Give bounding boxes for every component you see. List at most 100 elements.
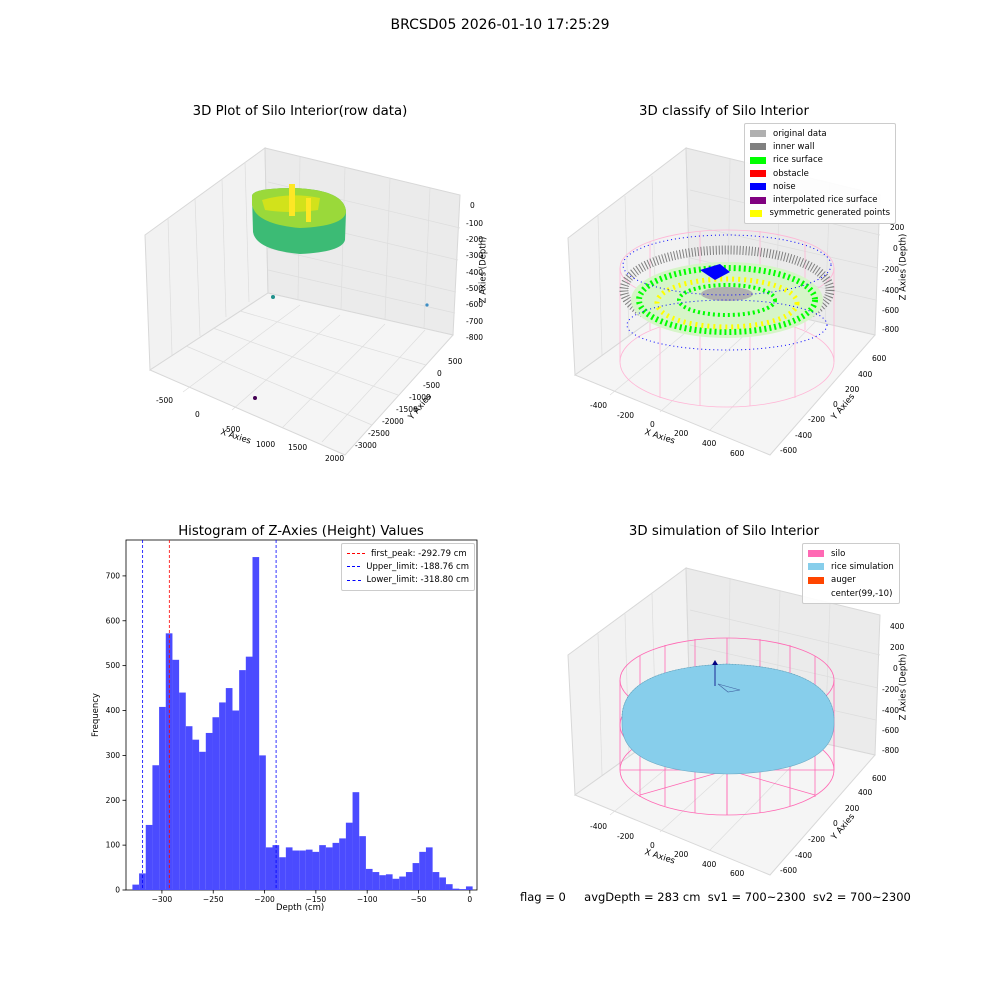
raw-xtick: 2000 bbox=[325, 454, 345, 463]
legend-item: rice surface bbox=[750, 154, 890, 167]
classify-xtick: 400 bbox=[702, 439, 717, 448]
raw-ztick: -600 bbox=[466, 300, 484, 309]
x-tick-label: −100 bbox=[357, 895, 378, 904]
histogram-bar bbox=[419, 851, 426, 890]
legend-label: obstacle bbox=[773, 168, 809, 179]
legend-label: interpolated rice surface bbox=[773, 195, 878, 206]
y-tick-label: 300 bbox=[106, 751, 121, 760]
raw-xtick: 1500 bbox=[288, 443, 308, 452]
simulation-floor-pane bbox=[573, 712, 876, 876]
legend-label: auger bbox=[831, 575, 856, 586]
simulation-zlabel: Z Axies (Depth) bbox=[898, 653, 909, 721]
raw-ytick: -3000 bbox=[355, 441, 377, 450]
simulation-rice-surface bbox=[621, 663, 835, 775]
simulation-xlabel: X Axies bbox=[643, 847, 677, 867]
raw-ytick: -1000 bbox=[409, 393, 431, 402]
raw-xtick: 0 bbox=[195, 410, 200, 419]
histogram-bar bbox=[445, 884, 453, 890]
histogram-bar bbox=[159, 706, 166, 890]
avg-depth-text: avgDepth = 283 cm bbox=[584, 890, 701, 904]
y-tick-label: 500 bbox=[106, 661, 121, 670]
legend-swatch bbox=[750, 143, 766, 151]
legend-label: rice surface bbox=[773, 155, 823, 166]
legend-item: obstacle bbox=[750, 167, 890, 180]
legend-swatch bbox=[750, 183, 766, 191]
raw-ztick: -800 bbox=[466, 333, 484, 342]
simulation-xtick: 400 bbox=[702, 860, 717, 869]
simulation-ztick: 400 bbox=[890, 622, 905, 631]
simulation-xtick: 200 bbox=[674, 850, 689, 859]
simulation-ytick: 200 bbox=[845, 804, 860, 813]
histogram-xlabel: Depth (cm) bbox=[276, 903, 325, 913]
x-tick-label: 0 bbox=[467, 895, 472, 904]
legend-swatch bbox=[808, 590, 824, 597]
classify-ytick: -400 bbox=[795, 431, 813, 440]
histogram-bar bbox=[279, 857, 286, 890]
histogram-bar bbox=[185, 726, 193, 890]
raw-ytick: -500 bbox=[423, 381, 441, 390]
histogram-bar bbox=[312, 851, 320, 890]
classify-points bbox=[619, 234, 835, 351]
legend-line bbox=[347, 579, 361, 581]
histogram-bar bbox=[399, 876, 406, 890]
classify-left-pane bbox=[567, 147, 691, 376]
histogram-bar bbox=[405, 872, 413, 890]
legend-item: symmetric generated points bbox=[750, 207, 890, 220]
histogram-legend: first_peak: -292.79 cm Upper_limit: -188… bbox=[341, 543, 475, 591]
simulation-ztick: -600 bbox=[882, 726, 900, 735]
raw-ytick: -2000 bbox=[382, 417, 404, 426]
simulation-ztick: 0 bbox=[893, 664, 898, 673]
histogram-bar bbox=[232, 710, 240, 890]
sv1-text: sv1 = 700~2300 bbox=[707, 890, 806, 904]
raw-ytick: -1500 bbox=[396, 405, 418, 414]
simulation-xtick: 0 bbox=[650, 841, 655, 850]
histogram-bar bbox=[272, 845, 280, 890]
histogram-bar bbox=[132, 884, 140, 890]
legend-item: auger bbox=[808, 574, 894, 587]
simulation-xtick: -400 bbox=[590, 822, 608, 831]
histogram-title: Histogram of Z-Axies (Height) Values bbox=[178, 524, 424, 539]
classify-zlabel: Z Axies (Depth) bbox=[898, 233, 909, 301]
legend-item: Lower_limit: -318.80 cm bbox=[347, 574, 469, 587]
histogram-bar bbox=[459, 889, 466, 890]
raw-ztick: -200 bbox=[466, 235, 484, 244]
y-tick-label: 600 bbox=[106, 616, 121, 625]
simulation-ytick: -600 bbox=[780, 866, 798, 875]
legend-swatch bbox=[750, 170, 766, 178]
histogram-bar bbox=[345, 822, 353, 890]
raw-ztick: 0 bbox=[470, 201, 475, 210]
legend-swatch bbox=[750, 209, 763, 217]
simulation-xtick: 600 bbox=[730, 869, 745, 878]
histogram-frame bbox=[125, 539, 478, 891]
histogram-bar bbox=[299, 850, 306, 890]
legend-item: original data bbox=[750, 127, 890, 140]
legend-label: rice simulation bbox=[831, 561, 894, 572]
y-tick-label: 700 bbox=[106, 571, 121, 580]
histogram-bar bbox=[385, 874, 393, 890]
classify-ytick: 400 bbox=[858, 370, 873, 379]
raw-floor-pane bbox=[148, 292, 454, 456]
legend-swatch bbox=[808, 550, 824, 558]
raw-zlabel: Z Axies (Depth) bbox=[478, 236, 489, 304]
histogram-bar bbox=[265, 847, 273, 890]
legend-swatch bbox=[750, 156, 766, 164]
legend-label: silo bbox=[831, 548, 846, 559]
classify-floor-pane bbox=[573, 291, 876, 456]
histogram-bar bbox=[225, 688, 233, 890]
legend-item: interpolated rice surface bbox=[750, 193, 890, 206]
histogram-bar bbox=[392, 878, 400, 890]
flag-text: flag = 0 bbox=[520, 890, 566, 904]
raw-xtick: 1000 bbox=[256, 440, 276, 449]
auger-icon bbox=[712, 660, 741, 693]
histogram-bar bbox=[339, 838, 346, 890]
simulation-ztick: -200 bbox=[882, 685, 900, 694]
raw-ztick: -700 bbox=[466, 317, 484, 326]
y-tick-label: 100 bbox=[106, 841, 121, 850]
raw-point-cloud bbox=[252, 184, 429, 400]
y-tick-label: 400 bbox=[106, 706, 121, 715]
raw-xtick: -500 bbox=[156, 396, 174, 405]
legend-item: inner wall bbox=[750, 140, 890, 153]
classify-xtick: -400 bbox=[590, 401, 608, 410]
raw-right-pane bbox=[264, 147, 461, 336]
histogram-bar bbox=[452, 888, 460, 890]
